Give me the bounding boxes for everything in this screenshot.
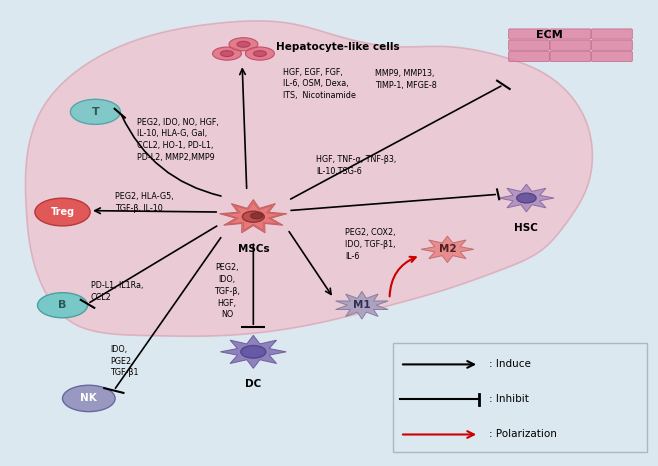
Ellipse shape [70, 99, 120, 124]
Polygon shape [421, 236, 474, 262]
Text: M2: M2 [439, 244, 456, 254]
Ellipse shape [245, 47, 274, 60]
Polygon shape [224, 202, 282, 230]
Text: : Induce: : Induce [489, 359, 531, 370]
Text: ECM: ECM [536, 30, 563, 40]
Ellipse shape [251, 213, 263, 219]
FancyBboxPatch shape [550, 40, 591, 50]
Text: B: B [59, 300, 66, 310]
Ellipse shape [229, 38, 258, 51]
Text: PD-L1, IL1Ra,
CCL2: PD-L1, IL1Ra, CCL2 [91, 281, 143, 302]
Text: HSC: HSC [515, 223, 538, 233]
Ellipse shape [517, 193, 536, 203]
Text: : Polarization: : Polarization [489, 430, 557, 439]
FancyBboxPatch shape [592, 51, 632, 62]
Text: PEG2, HLA-G5,
TGF-β, IL-10: PEG2, HLA-G5, TGF-β, IL-10 [115, 192, 174, 213]
Text: : Inhibit: : Inhibit [489, 394, 529, 404]
Text: M1: M1 [353, 300, 370, 310]
Text: Hepatocyte-like cells: Hepatocyte-like cells [276, 41, 400, 52]
Ellipse shape [253, 51, 266, 56]
Text: HGF, TNF-α, TNF-β3,
IL-10,TSG-6: HGF, TNF-α, TNF-β3, IL-10,TSG-6 [316, 155, 396, 176]
FancyBboxPatch shape [509, 29, 549, 39]
Ellipse shape [237, 41, 250, 47]
FancyBboxPatch shape [509, 51, 549, 62]
Ellipse shape [242, 211, 265, 222]
Polygon shape [220, 336, 286, 368]
FancyBboxPatch shape [550, 29, 591, 39]
Ellipse shape [220, 51, 234, 56]
FancyBboxPatch shape [592, 29, 632, 39]
FancyBboxPatch shape [550, 51, 591, 62]
Text: MMP9, MMP13,
TIMP-1, MFGE-8: MMP9, MMP13, TIMP-1, MFGE-8 [375, 69, 437, 89]
Ellipse shape [241, 346, 266, 358]
Ellipse shape [213, 47, 241, 60]
Text: IDO,
PGE2,
TGF-β1: IDO, PGE2, TGF-β1 [111, 345, 139, 377]
Ellipse shape [38, 293, 88, 318]
Polygon shape [220, 199, 287, 233]
Text: NK: NK [80, 393, 97, 404]
Text: DC: DC [245, 379, 261, 390]
Text: Treg: Treg [51, 207, 74, 217]
Ellipse shape [35, 198, 90, 226]
Polygon shape [499, 184, 554, 212]
Text: T: T [91, 107, 99, 117]
Text: PEG2, COX2,
IDO, TGF-β1,
IL-6: PEG2, COX2, IDO, TGF-β1, IL-6 [345, 228, 396, 261]
Text: PEG2, IDO, NO, HGF,
IL-10, HLA-G, Gal,
CCL2, HO-1, PD-L1,
PD-L2, MMP2,MMP9: PEG2, IDO, NO, HGF, IL-10, HLA-G, Gal, C… [137, 117, 218, 162]
Polygon shape [26, 21, 592, 336]
Text: PEG2,
IDO,
TGF-β,
HGF,
NO: PEG2, IDO, TGF-β, HGF, NO [214, 263, 240, 319]
Text: MSCs: MSCs [238, 244, 269, 254]
Ellipse shape [63, 385, 115, 411]
FancyBboxPatch shape [393, 343, 647, 452]
Text: HGF, EGF, FGF,
IL-6, OSM, Dexa,
ITS,  Nicotinamide: HGF, EGF, FGF, IL-6, OSM, Dexa, ITS, Nic… [283, 68, 356, 100]
FancyBboxPatch shape [509, 40, 549, 50]
FancyBboxPatch shape [592, 40, 632, 50]
Polygon shape [336, 291, 388, 319]
